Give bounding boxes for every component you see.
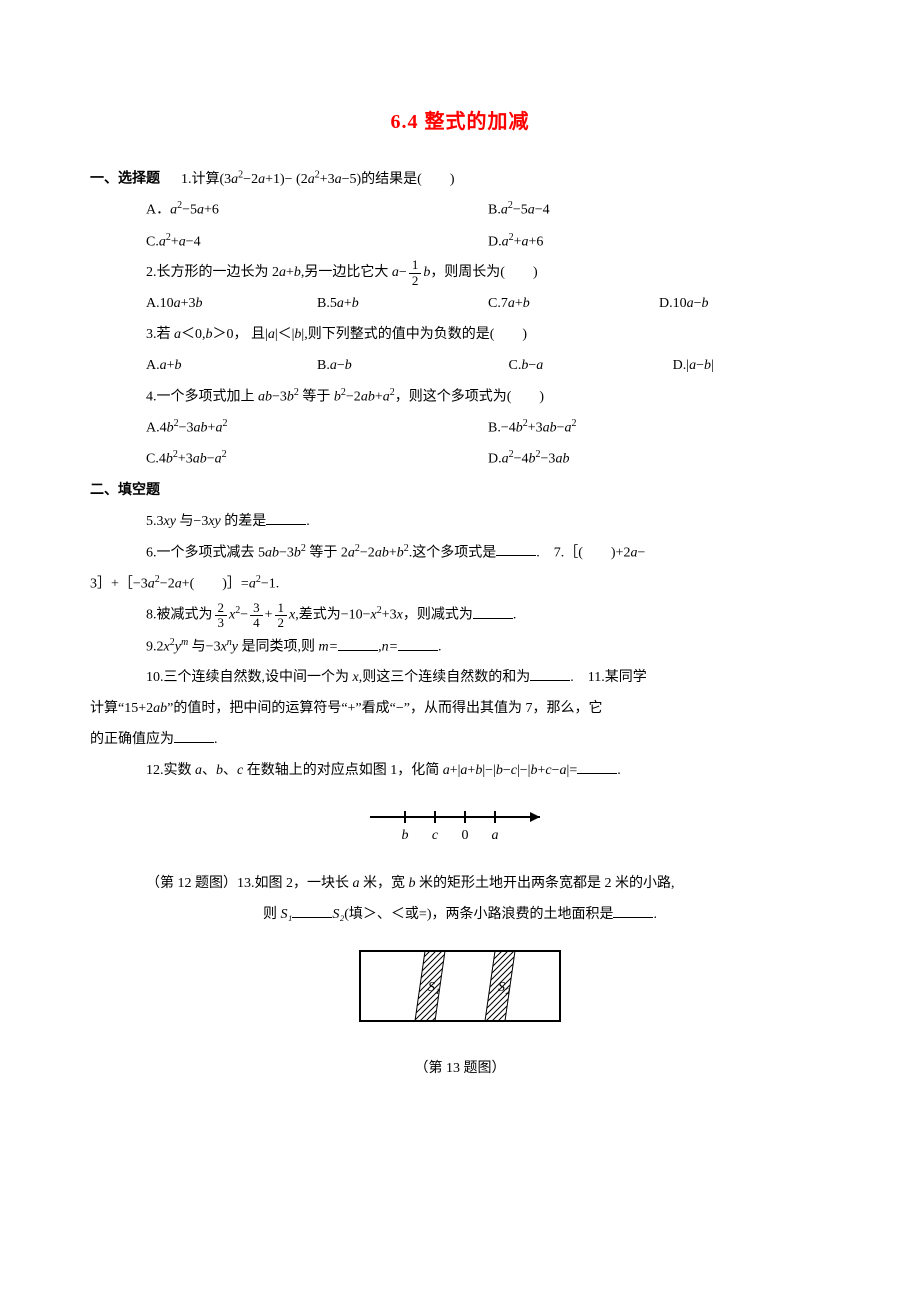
numberline-svg: b c 0 a	[360, 797, 560, 847]
q5: 5.3xy 与−3xy 的差是.	[90, 507, 830, 538]
q1-optC: C.a2+a−4	[146, 227, 488, 258]
blank	[338, 636, 378, 651]
q4-optA: A.4b2−3ab+a2	[146, 413, 488, 444]
q6-line1: 6.一个多项式减去 5ab−3b2 等于 2a2−2ab+b2.这个多项式是. …	[90, 538, 830, 569]
q13-line1: （第 12 题图）13.如图 2，一块长 a 米，宽 b 米的矩形土地开出两条宽…	[90, 869, 830, 900]
q2-optC: C.7a+b	[488, 289, 659, 320]
svg-text:b: b	[402, 828, 409, 843]
blank	[613, 903, 653, 918]
section1-label: 一、选择题	[90, 172, 160, 187]
fig13-svg: S₁ S₂	[350, 941, 570, 1031]
q8: 8.被减式为23x2−34+12x,差式为−10−x2+3x，则减式为.	[90, 600, 830, 631]
blank	[398, 636, 438, 651]
q3-options: A.a+b B.a−b C.b−a D.|a−b|	[90, 351, 830, 382]
q1-optA: A．a2−5a+6	[146, 195, 488, 226]
q3-optC: C.b−a	[509, 351, 673, 382]
q4-optD: D.a2−4b2−3ab	[488, 444, 830, 475]
q2-optA: A.10a+3b	[146, 289, 317, 320]
fig13-rect: S₁ S₂	[90, 941, 830, 1044]
svg-text:c: c	[432, 828, 439, 843]
blank	[473, 604, 513, 619]
blank	[496, 541, 536, 556]
q1-optD: D.a2+a+6	[488, 227, 830, 258]
q3-optB: B.a−b	[317, 351, 509, 382]
q13-line2: 则 S₁S₂(填＞、＜或=)，两条小路浪费的土地面积是.	[90, 900, 830, 931]
q6-line2: 3］+［−3a2−2a+( )］=a2−1.	[90, 569, 830, 600]
q9: 9.2x2ym 与−3xny 是同类项,则 m=,n=.	[90, 632, 830, 663]
q1-options-row1: A．a2−5a+6 B.a2−5a−4	[90, 195, 830, 226]
svg-text:S₁: S₁	[428, 980, 440, 995]
q1-optB: B.a2−5a−4	[488, 195, 830, 226]
q3-optA: A.a+b	[146, 351, 317, 382]
q2-stem: 2.长方形的一边长为 2a+b,另一边比它大 a−12b，则周长为( )	[90, 258, 830, 289]
q12: 12.实数 a、b、c 在数轴上的对应点如图 1，化简 a+|a+b|−|b−c…	[90, 756, 830, 787]
q4-options-row2: C.4b2+3ab−a2 D.a2−4b2−3ab	[90, 444, 830, 475]
q10: 10.三个连续自然数,设中间一个为 x,则这三个连续自然数的和为. 11.某同学	[90, 663, 830, 694]
q3-stem: 3.若 a＜0,b＞0， 且|a|＜|b|,则下列整式的值中为负数的是( )	[90, 320, 830, 351]
fig12-numberline: b c 0 a	[90, 797, 830, 860]
fig13-caption: （第 13 题图）	[90, 1054, 830, 1085]
q3-optD: D.|a−b|	[673, 351, 830, 382]
q1-stem: 1.计算(3a2−2a+1)− (2a2+3a−5)的结果是( )	[181, 172, 455, 187]
q11-line3: 的正确值应为.	[90, 725, 830, 756]
q11-line2: 计算“15+2ab”的值时，把中间的运算符号“+”看成“−”，从而得出其值为 7…	[90, 694, 830, 725]
q2-optB: B.5a+b	[317, 289, 488, 320]
q4-stem: 4.一个多项式加上 ab−3b2 等于 b2−2ab+a2，则这个多项式为( )	[90, 382, 830, 413]
section2-label: 二、填空题	[90, 476, 830, 507]
blank	[577, 759, 617, 774]
svg-text:S₂: S₂	[498, 980, 510, 995]
fig12-caption: （第 12 题图）	[146, 876, 237, 891]
q1-options-row2: C.a2+a−4 D.a2+a+6	[90, 227, 830, 258]
blank	[530, 666, 570, 681]
q1-line: 一、选择题 1.计算(3a2−2a+1)− (2a2+3a−5)的结果是( )	[90, 164, 830, 195]
blank	[174, 728, 214, 743]
svg-text:0: 0	[462, 828, 469, 843]
blank	[292, 903, 332, 918]
q4-optB: B.−4b2+3ab−a2	[488, 413, 830, 444]
q2-options: A.10a+3b B.5a+b C.7a+b D.10a−b	[90, 289, 830, 320]
blank	[266, 510, 306, 525]
page-title: 6.4 整式的加减	[90, 100, 830, 144]
q4-options-row1: A.4b2−3ab+a2 B.−4b2+3ab−a2	[90, 413, 830, 444]
svg-text:a: a	[492, 828, 499, 843]
q2-optD: D.10a−b	[659, 289, 830, 320]
q4-optC: C.4b2+3ab−a2	[146, 444, 488, 475]
